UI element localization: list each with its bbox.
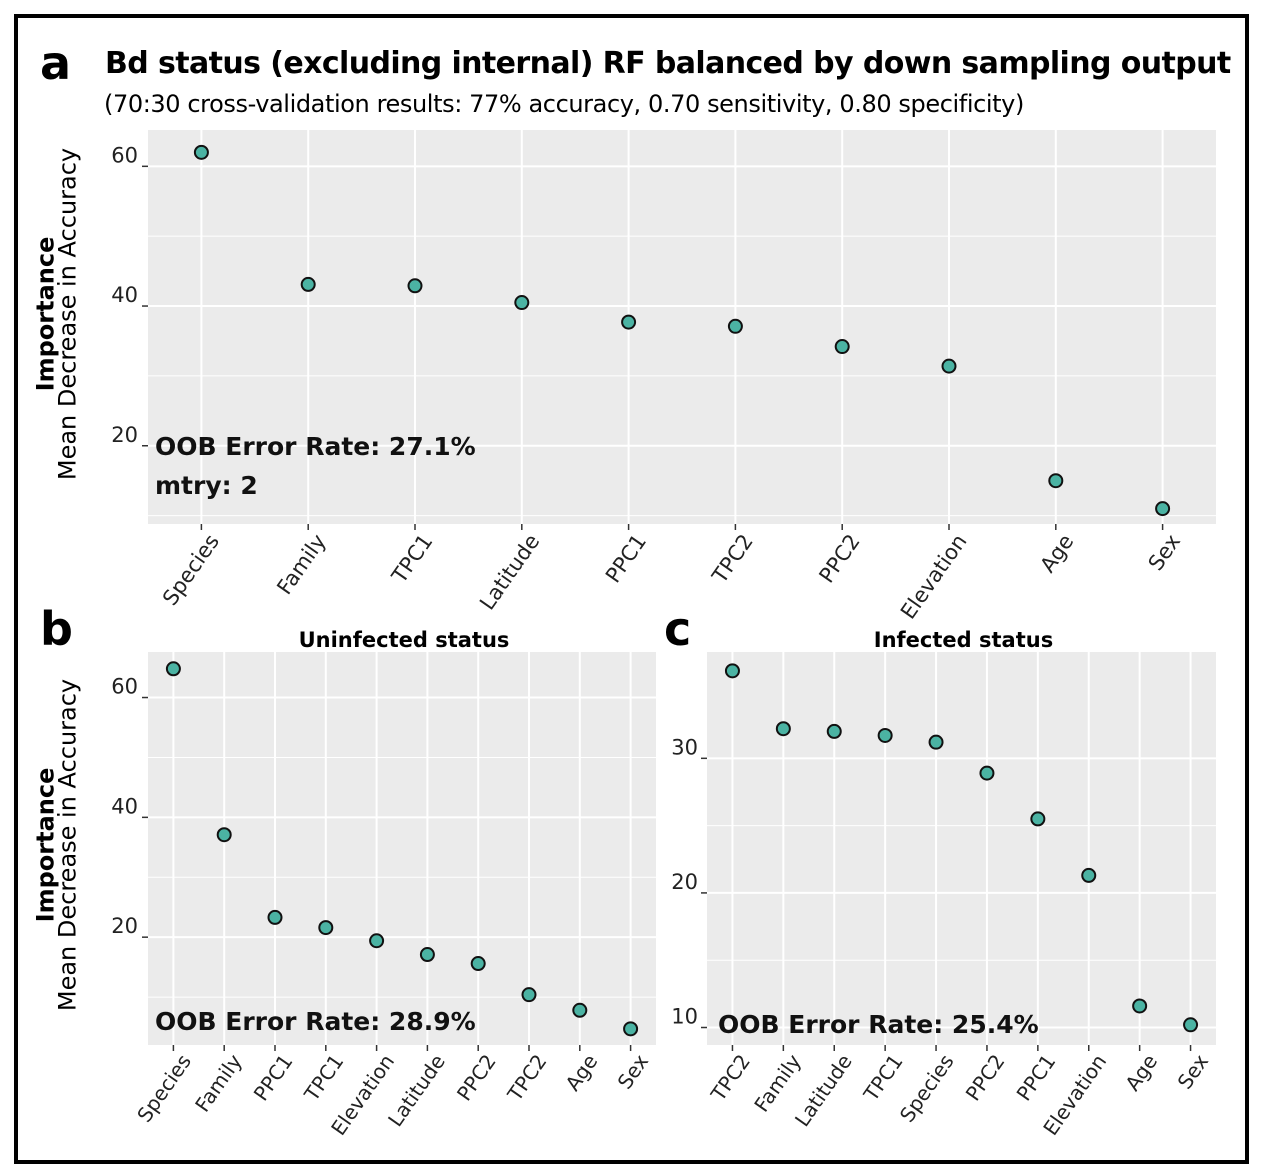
data-point-c (979, 765, 995, 781)
panel-letter-b: b (40, 602, 73, 656)
y-tick-label-c: 10 (671, 1005, 698, 1029)
data-point-c (826, 723, 842, 739)
panel-letter-a: a (40, 36, 72, 90)
data-point-a (941, 358, 957, 374)
data-point-a (193, 144, 209, 160)
data-point-b (419, 947, 435, 963)
data-point-c (1183, 1017, 1199, 1033)
chart-title-c: Infected status (874, 628, 1053, 652)
data-point-b (572, 1002, 588, 1018)
x-tick-label-b: PPC2 (452, 1050, 501, 1105)
chart-title-a: Bd status (excluding internal) RF balanc… (105, 46, 1231, 81)
x-tick-label-a: Sex (1144, 530, 1186, 575)
x-tick-label-b: Family (190, 1050, 247, 1117)
y-axis-label-b: Mean Decrease in Accuracy (54, 679, 82, 1011)
data-point-b (369, 933, 385, 949)
x-tick-label-b: Species (132, 1050, 196, 1127)
y-tick-label-a: 40 (111, 283, 138, 307)
data-point-c (877, 727, 893, 743)
x-tick-label-c: Age (1120, 1050, 1162, 1095)
chart-subtitle-a: (70:30 cross-validation results: 77% acc… (104, 90, 1024, 118)
y-tick-label-c: 30 (671, 735, 698, 759)
data-point-c (1030, 811, 1046, 827)
data-point-c (724, 663, 740, 679)
y-tick-label-c: 20 (671, 870, 698, 894)
data-point-b (165, 661, 181, 677)
x-tick-label-c: PPC2 (961, 1050, 1010, 1105)
panel-letter-c: c (664, 602, 692, 656)
x-tick-label-b: Age (560, 1050, 602, 1095)
x-tick-label-a: Age (1035, 530, 1078, 577)
x-tick-label-a: Latitude (475, 530, 544, 615)
x-tick-label-c: TPC2 (706, 1050, 755, 1106)
data-point-a (514, 295, 530, 311)
x-tick-label-c: TPC1 (858, 1050, 907, 1106)
annotation-c: OOB Error Rate: 25.4% (718, 1010, 1039, 1039)
x-tick-label-a: Elevation (896, 530, 972, 624)
x-tick-label-a: PPC1 (601, 530, 651, 587)
chart-title-b: Uninfected status (299, 628, 510, 652)
data-point-b (470, 956, 486, 972)
x-tick-label-a: Family (272, 530, 330, 599)
data-point-a (1048, 473, 1064, 489)
y-tick-label-a: 60 (111, 143, 138, 167)
x-tick-label-c: PPC1 (1012, 1050, 1061, 1105)
x-tick-label-b: Sex (613, 1050, 654, 1094)
annotation-a: mtry: 2 (155, 471, 258, 500)
data-point-c (928, 734, 944, 750)
plot-panel-c (707, 652, 1216, 1045)
data-point-a (407, 278, 423, 294)
data-point-b (623, 1021, 639, 1037)
y-tick-label-b: 60 (111, 675, 138, 699)
data-point-a (834, 339, 850, 355)
y-tick-label-b: 20 (111, 914, 138, 938)
data-point-c (1081, 867, 1097, 883)
y-tick-label-b: 40 (111, 794, 138, 818)
x-tick-label-b: TPC2 (502, 1050, 551, 1106)
x-tick-label-b: TPC1 (299, 1050, 348, 1106)
x-tick-label-a: TPC2 (707, 530, 758, 588)
data-point-c (1132, 998, 1148, 1014)
data-point-a (621, 314, 637, 330)
annotation-b: OOB Error Rate: 28.9% (155, 1007, 476, 1036)
x-tick-label-a: TPC1 (387, 530, 438, 588)
plot-panel-a (148, 130, 1216, 524)
data-point-a (1155, 501, 1171, 517)
x-tick-label-a: PPC2 (814, 530, 864, 587)
x-tick-label-c: Sex (1173, 1050, 1214, 1094)
data-point-b (216, 827, 232, 843)
data-point-c (775, 721, 791, 737)
y-axis-label-bold-b: Importance (32, 768, 60, 923)
y-axis-label-bold-a: Importance (32, 237, 60, 392)
data-point-a (727, 318, 743, 334)
x-tick-label-b: PPC1 (249, 1050, 298, 1105)
data-point-b (318, 920, 334, 936)
annotation-a: OOB Error Rate: 27.1% (155, 432, 476, 461)
data-point-b (521, 987, 537, 1003)
data-point-a (300, 276, 316, 292)
y-tick-label-a: 20 (111, 423, 138, 447)
plot-panel-b (148, 652, 656, 1045)
y-axis-label-a: Mean Decrease in Accuracy (54, 148, 82, 480)
x-tick-label-a: Species (158, 530, 224, 610)
data-point-b (267, 909, 283, 925)
